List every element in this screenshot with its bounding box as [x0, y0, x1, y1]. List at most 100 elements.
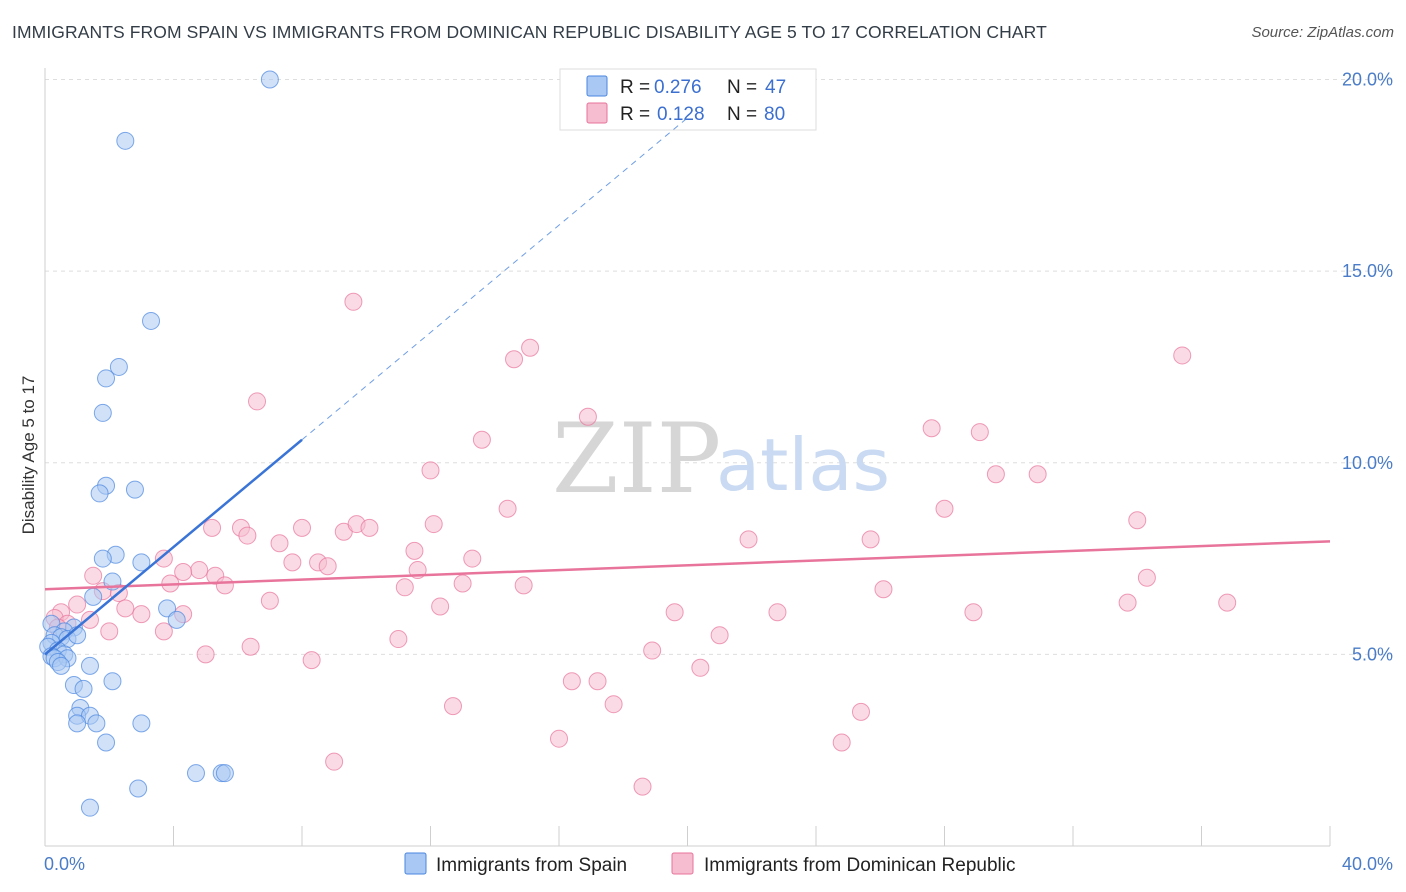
spain-point [167, 610, 186, 629]
y-tick-label: 20.0% [1342, 70, 1393, 90]
dr-point [1128, 511, 1147, 530]
spain-point [116, 131, 135, 150]
dr-point [521, 338, 540, 357]
spain-point [90, 484, 109, 503]
dr-point [643, 641, 662, 660]
spain-r-value: 0.276 [654, 77, 702, 98]
dr-point [922, 419, 941, 438]
dr-point [132, 605, 151, 624]
dr-point [443, 697, 462, 716]
dr-point [68, 595, 87, 614]
dr-point [498, 499, 517, 518]
dr-point [768, 603, 787, 622]
dr-point [203, 518, 222, 537]
dr-n-label: N = [727, 104, 757, 125]
spain-point [109, 357, 128, 376]
x-tick-label: 40.0% [1342, 854, 1393, 874]
x-tick-label: 0.0% [44, 854, 85, 874]
dr-point [1137, 568, 1156, 587]
watermark-atlas: atlas [716, 423, 890, 507]
dr-point [588, 672, 607, 691]
dr-r-label: R = [620, 104, 650, 125]
dr-point [174, 562, 193, 581]
dr-point [1173, 346, 1192, 365]
chart-title: IMMIGRANTS FROM SPAIN VS IMMIGRANTS FROM… [12, 22, 1047, 42]
dr-point [665, 603, 684, 622]
grid-lines [45, 79, 1392, 655]
dr-point [935, 499, 954, 518]
dr-point [431, 597, 450, 616]
dr-point [196, 645, 215, 664]
spain-point [80, 798, 99, 817]
dr-point [562, 672, 581, 691]
dr-point [604, 695, 623, 714]
dr-n-value: 80 [764, 104, 785, 125]
dr-point [514, 576, 533, 595]
dr-point [283, 553, 302, 572]
dr-point [1118, 593, 1137, 612]
dr-point [80, 610, 99, 629]
spain-point [215, 764, 234, 783]
dr-point [578, 407, 597, 426]
legend-swatch-dr [671, 852, 694, 875]
dr-point [472, 430, 491, 449]
spain-n-label: N = [727, 77, 757, 98]
spain-point [158, 599, 177, 618]
spain-point [97, 733, 116, 752]
dr-point [986, 465, 1005, 484]
dr-point [154, 549, 173, 568]
spain-point [103, 672, 122, 691]
spain-point [84, 587, 103, 606]
dr-point [710, 626, 729, 645]
spain-point [142, 311, 161, 330]
dr-r-value: 0.128 [657, 104, 705, 125]
dr-point [1028, 465, 1047, 484]
dr-point [964, 603, 983, 622]
watermark-zip: ZIP [552, 403, 721, 515]
spain-point [260, 70, 279, 89]
dr-point [215, 576, 234, 595]
trend-lines [44, 117, 1331, 656]
dr-point [344, 292, 363, 311]
dr-legend-swatch [586, 102, 608, 124]
spain-point [97, 369, 116, 388]
dr-point [550, 729, 568, 748]
spain-point [132, 553, 151, 572]
spain-r-label: R = [620, 77, 650, 98]
spain-point [93, 549, 112, 568]
spain-point [80, 656, 99, 675]
legend-swatch-spain [404, 852, 427, 875]
x-tick-labels: 0.0% 40.0% [44, 854, 1393, 874]
dr-point [260, 591, 279, 610]
dr-point [453, 574, 472, 593]
spain-legend-swatch [586, 75, 608, 97]
dr-point [84, 566, 103, 585]
dr-point [970, 423, 989, 442]
spain-point [68, 714, 87, 733]
dr-point [325, 752, 344, 771]
dr-point [874, 580, 893, 599]
dr-point [154, 622, 173, 641]
legend-label-dr: Immigrants from Dominican Republic [704, 855, 1016, 876]
spain-point [93, 403, 112, 422]
dr-point [505, 350, 524, 369]
y-axis-label: Disability Age 5 to 17 [19, 376, 38, 535]
spain-point [186, 764, 205, 783]
dr-point [421, 461, 440, 480]
dr-point [861, 530, 880, 549]
source-label: Source: ZipAtlas.com [1251, 24, 1394, 41]
dr-point [851, 702, 870, 721]
dr-point [116, 599, 135, 618]
dr-trend-line [44, 540, 1331, 591]
spain-point [87, 714, 106, 733]
dr-point [405, 541, 424, 560]
dr-point [389, 630, 408, 649]
dr-point [248, 392, 267, 411]
y-tick-label: 5.0% [1352, 644, 1393, 664]
dr-point [691, 658, 710, 677]
y-tick-label: 15.0% [1342, 261, 1393, 281]
y-tick-labels: 5.0% 10.0% 15.0% 20.0% [1342, 70, 1393, 665]
dr-point [395, 578, 414, 597]
spain-point [52, 656, 71, 675]
